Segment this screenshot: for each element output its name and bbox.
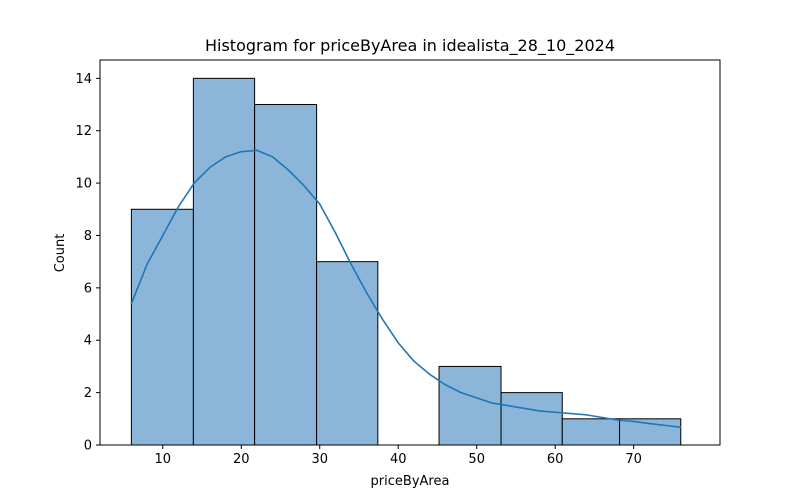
histogram-bar-2 (192, 77, 256, 446)
kde-line (130, 149, 682, 428)
bars-layer (130, 77, 682, 446)
histogram-bar-8 (561, 418, 621, 446)
x-tick-label: 50 (468, 452, 485, 467)
histogram-bar-4 (316, 261, 379, 446)
y-tick-label: 8 (84, 229, 92, 244)
histogram-bar-3 (254, 104, 318, 446)
x-tick-label: 10 (155, 452, 172, 467)
x-tick-label: 20 (233, 452, 250, 467)
x-tick-label: 40 (390, 452, 407, 467)
plot-frame (99, 59, 721, 446)
histogram-bar-9 (619, 418, 682, 446)
y-tick-label: 4 (84, 334, 92, 349)
axes-layer: 10 20 30 40 50 60 70 0 2 4 6 8 10 12 14 (75, 59, 721, 467)
x-axis-label: priceByArea (371, 474, 450, 489)
y-tick-label: 12 (75, 124, 92, 139)
kde-layer (130, 149, 682, 428)
histogram-bar-7 (500, 392, 563, 446)
y-tick-label: 10 (75, 177, 92, 192)
chart-title: Histogram for priceByArea in idealista_2… (205, 36, 615, 56)
y-axis-label: Count (53, 234, 68, 273)
x-tick-label: 30 (311, 452, 328, 467)
y-tick-label: 14 (75, 72, 92, 87)
y-tick-label: 0 (84, 439, 92, 454)
y-tick-label: 2 (84, 386, 92, 401)
x-tick-label: 60 (547, 452, 564, 467)
histogram-bar-1 (130, 208, 194, 446)
x-tick-label: 70 (625, 452, 642, 467)
histogram-bar-6 (438, 365, 502, 446)
y-tick-label: 6 (84, 281, 92, 296)
